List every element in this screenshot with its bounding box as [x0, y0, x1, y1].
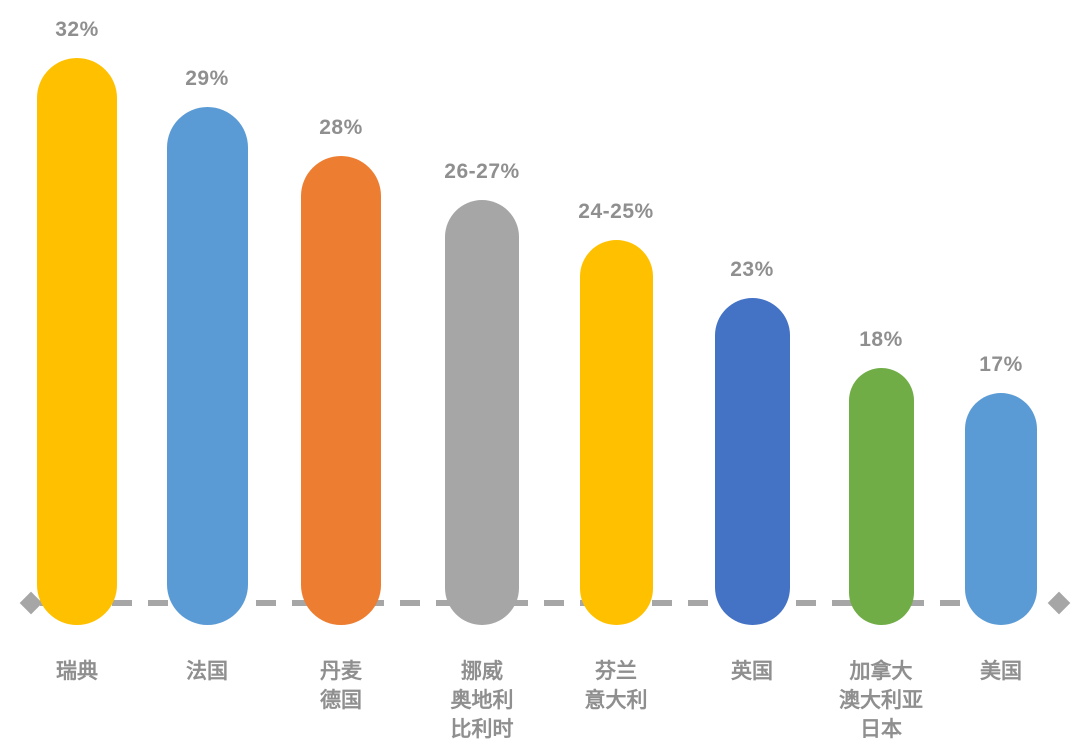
bar-category-label-line: 日本 — [860, 718, 902, 741]
bar — [848, 368, 914, 625]
bar-value-label: 28% — [319, 116, 363, 139]
bar-category-label: 挪威 奥地利 比利时 — [402, 657, 562, 744]
bar — [579, 240, 653, 625]
bar-category-label-line: 德国 — [320, 689, 362, 712]
bar — [301, 156, 381, 625]
bar-category-label-line: 芬兰 — [595, 660, 637, 683]
bar-category-label: 加拿大 澳大利亚 日本 — [801, 657, 961, 744]
bar-category-label-line: 瑞典 — [56, 660, 98, 683]
bar-category-label-line: 澳大利亚 — [839, 689, 923, 712]
bar — [714, 298, 790, 625]
bar-value-label: 23% — [730, 258, 774, 281]
bar — [166, 107, 248, 625]
bar-category-label-line: 法国 — [186, 660, 228, 683]
bar-category-label-line: 挪威 — [461, 660, 503, 683]
bar-value-label: 26-27% — [444, 160, 520, 183]
baseline-dashed-line — [40, 600, 1048, 606]
bar-category-label-line: 丹麦 — [320, 660, 362, 683]
bar — [37, 58, 117, 625]
bar-category-label: 丹麦 德国 — [261, 657, 421, 715]
bar-value-label: 29% — [185, 67, 229, 90]
bar-category-label-line: 意大利 — [584, 689, 648, 712]
bar-category-label: 英国 — [672, 657, 832, 686]
bar-category-label-line: 英国 — [731, 660, 773, 683]
bar-category-label-line: 比利时 — [450, 718, 514, 741]
bar-value-label: 17% — [979, 353, 1023, 376]
bar-value-label: 24-25% — [578, 200, 654, 223]
bar-category-label: 法国 — [127, 657, 287, 686]
bar-category-label-line: 奥地利 — [450, 689, 514, 712]
bar — [965, 393, 1037, 625]
bar-category-label-line: 美国 — [980, 660, 1022, 683]
bar-category-label-line: 加拿大 — [849, 660, 913, 683]
bar-category-label: 美国 — [921, 657, 1080, 686]
bar-value-label: 32% — [55, 18, 99, 41]
bar-category-label: 瑞典 — [0, 657, 157, 686]
bar — [445, 200, 519, 625]
bar-category-label: 芬兰 意大利 — [536, 657, 696, 715]
bar-value-label: 18% — [859, 328, 903, 351]
